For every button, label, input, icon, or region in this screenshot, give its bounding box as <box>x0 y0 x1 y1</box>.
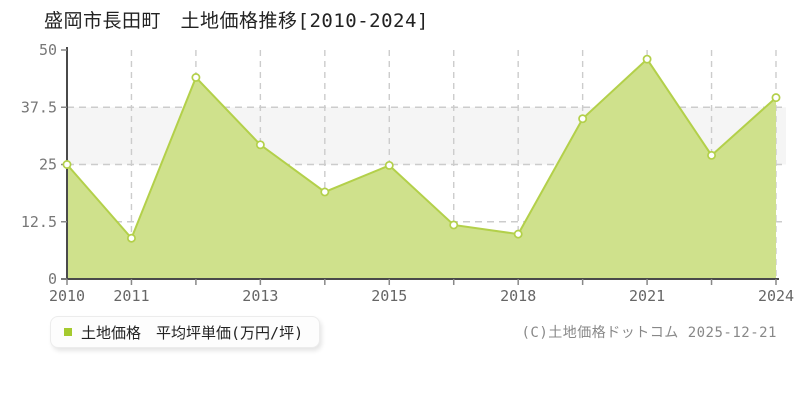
y-tick-label: 0 <box>48 270 57 288</box>
x-tick-label: 2010 <box>49 287 85 305</box>
legend: 土地価格 平均坪単価(万円/坪) <box>50 316 321 348</box>
chart-title: 盛岡市長田町 土地価格推移[2010-2024] <box>44 10 429 32</box>
y-tick-label: 25 <box>39 156 57 174</box>
x-tick-label: 2018 <box>500 287 536 305</box>
x-tick-label: 2015 <box>371 287 407 305</box>
data-point <box>62 160 72 169</box>
series-area <box>67 59 776 279</box>
copyright-text: (C)土地価格ドットコム 2025-12-21 <box>521 325 777 341</box>
x-tick-label: 2013 <box>242 287 278 305</box>
x-tick-label: 2011 <box>113 287 149 305</box>
data-point <box>191 73 201 82</box>
data-point <box>449 220 459 230</box>
x-tick-label: 2021 <box>629 287 665 305</box>
data-point <box>255 140 265 150</box>
data-point <box>384 160 394 170</box>
data-point <box>707 150 716 160</box>
y-tick-label: 12.5 <box>21 213 57 231</box>
data-point <box>771 93 781 103</box>
data-point <box>642 54 652 64</box>
y-tick-label: 50 <box>39 41 57 59</box>
data-point <box>320 187 330 197</box>
data-point <box>513 229 523 239</box>
series-line <box>66 57 777 241</box>
y-tick-label: 37.5 <box>21 98 57 116</box>
legend-series-label: 土地価格 平均坪単価(万円/坪) <box>81 323 304 342</box>
data-point <box>578 114 588 124</box>
x-tick-label: 2024 <box>758 287 794 305</box>
legend-series-marker-icon <box>64 328 72 336</box>
data-point <box>127 233 136 243</box>
